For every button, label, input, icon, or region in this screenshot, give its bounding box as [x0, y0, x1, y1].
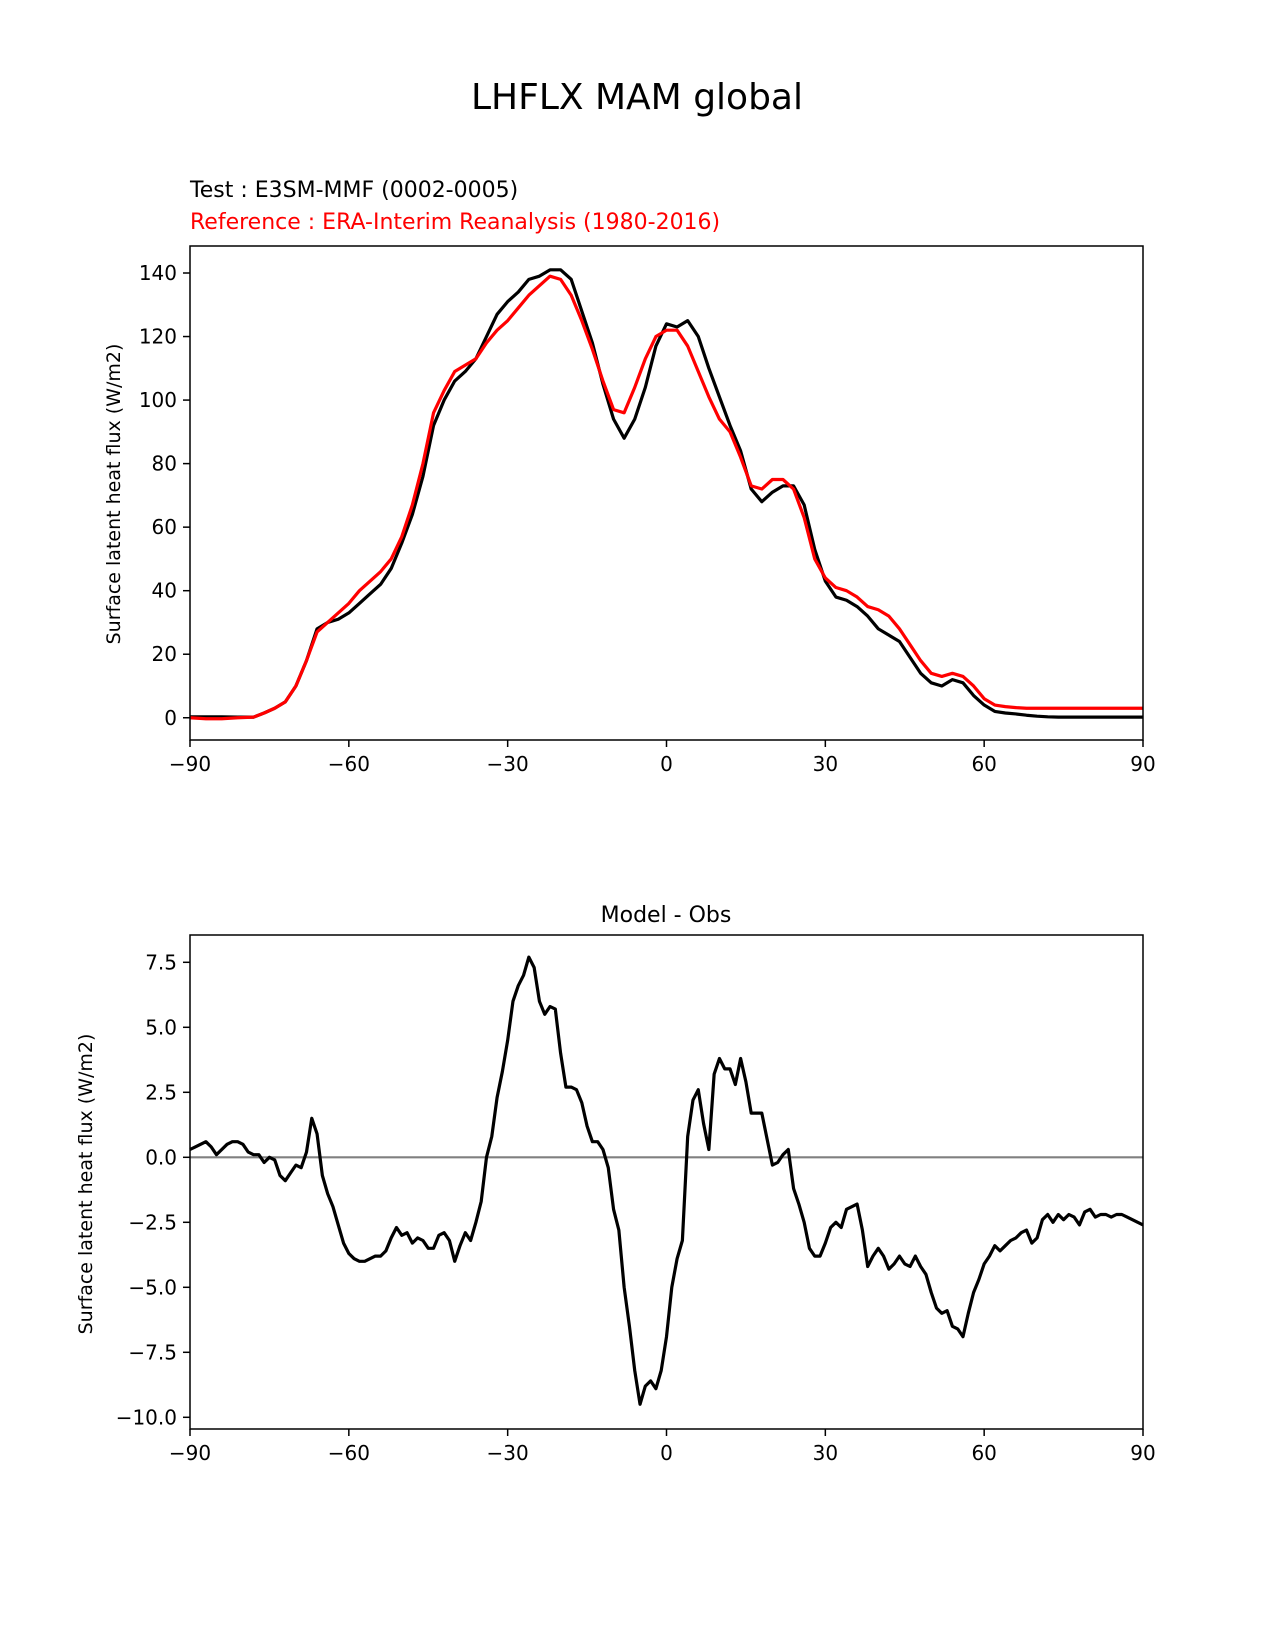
top-y-axis-label: Surface latent heat flux (W/m2): [103, 344, 125, 645]
bottom-axes-frame: [189, 934, 1144, 1430]
bottom-panel: Model - Obs Surface latent heat flux (W/…: [75, 903, 1156, 1465]
top-series-line-0: [190, 268, 1143, 719]
top-y-tick-label: 40: [152, 579, 177, 603]
bottom-x-tick-label: 0: [660, 1441, 673, 1465]
bottom-x-tick-label: 90: [1130, 1441, 1155, 1465]
top-x-tick-label: −90: [169, 752, 211, 776]
top-x-tick-label: −30: [487, 752, 529, 776]
bottom-x-tick-label: 30: [813, 1441, 838, 1465]
top-y-tick-label: 20: [152, 642, 177, 666]
bottom-series-line-0: [189, 955, 1144, 1406]
bottom-x-tick-label: −90: [169, 1441, 211, 1465]
top-panel: Test : E3SM-MMF (0002-0005) Reference : …: [103, 178, 1156, 776]
bottom-y-tick-label: −10.0: [116, 1405, 177, 1429]
top-axes-frame: [189, 245, 1144, 741]
top-ticks-layer: −90 −60 −30 0 30 60 90 0 20 40 60 80 100 120 140: [139, 261, 1156, 776]
bottom-y-tick-label: −2.5: [128, 1210, 177, 1234]
bottom-y-axis-label: Surface latent heat flux (W/m2): [75, 1034, 97, 1335]
top-y-tick-label: 100: [139, 388, 177, 412]
bottom-y-tick-label: 2.5: [145, 1080, 177, 1104]
top-y-tick-label: 0: [164, 706, 177, 730]
bottom-x-tick-label: 60: [971, 1441, 996, 1465]
figure-title: LHFLX MAM global: [471, 77, 803, 118]
top-x-tick-label: 90: [1130, 752, 1155, 776]
top-x-tick-label: 30: [813, 752, 838, 776]
top-y-tick-label: 60: [152, 515, 177, 539]
bottom-y-tick-label: −5.0: [128, 1275, 177, 1299]
bottom-x-tick-label: −60: [328, 1441, 370, 1465]
reference-title: Reference : ERA-Interim Reanalysis (1980…: [190, 210, 720, 235]
bottom-ticks-layer: −90 −60 −30 0 30 60 90 −10.0 −7.5 −5.0 −2.5 0.0 2.5 5…: [116, 950, 1156, 1465]
top-x-tick-label: −60: [328, 752, 370, 776]
top-series-layer: [189, 268, 1143, 721]
bottom-y-tick-label: −7.5: [128, 1340, 177, 1364]
bottom-x-tick-label: −30: [487, 1441, 529, 1465]
top-series-line-1: [189, 274, 1143, 721]
top-y-tick-label: 140: [139, 261, 177, 285]
bottom-y-tick-label: 5.0: [145, 1015, 177, 1039]
bottom-title: Model - Obs: [601, 903, 732, 928]
test-title: Test : E3SM-MMF (0002-0005): [189, 178, 518, 203]
top-x-tick-label: 0: [660, 752, 673, 776]
top-x-tick-label: 60: [971, 752, 996, 776]
bottom-series-layer: [189, 955, 1144, 1406]
top-y-tick-label: 120: [139, 325, 177, 349]
top-y-tick-label: 80: [152, 452, 177, 476]
bottom-y-tick-label: 7.5: [145, 950, 177, 974]
bottom-y-tick-label: 0.0: [145, 1145, 177, 1169]
